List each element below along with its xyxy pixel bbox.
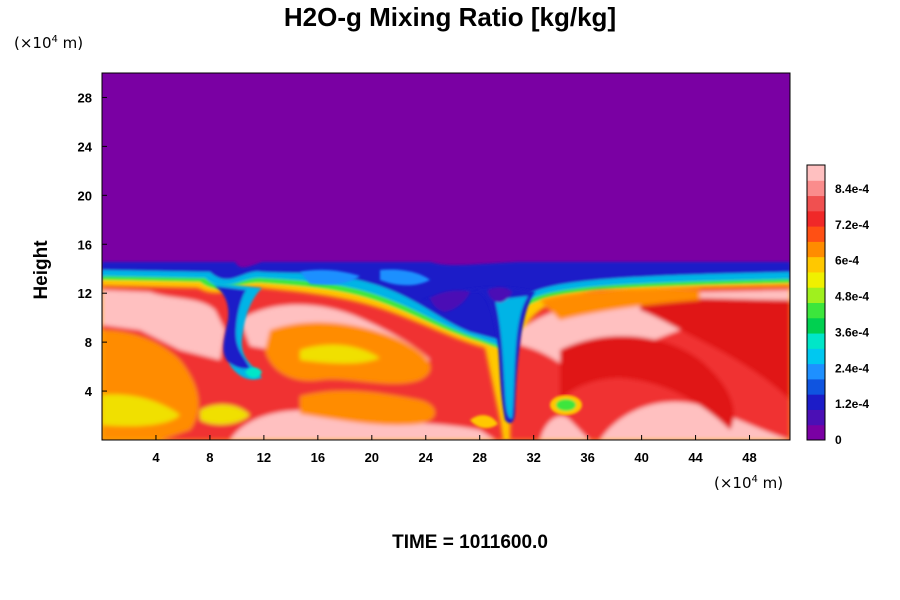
colorbar-swatch bbox=[807, 210, 825, 227]
colorbar-swatch bbox=[807, 409, 825, 426]
colorbar-label: 4.8e-4 bbox=[835, 290, 869, 304]
x-tick-label: 36 bbox=[580, 450, 594, 465]
colorbar-swatch bbox=[807, 302, 825, 319]
colorbar-swatch bbox=[807, 348, 825, 365]
y-tick-label: 28 bbox=[78, 90, 92, 105]
x-tick-label: 32 bbox=[526, 450, 540, 465]
colorbar-swatch bbox=[807, 256, 825, 273]
colorbar-label: 2.4e-4 bbox=[835, 361, 869, 375]
colorbar-swatch bbox=[807, 363, 825, 380]
x-tick-label: 16 bbox=[311, 450, 325, 465]
colorbar-label: 0 bbox=[835, 433, 842, 447]
x-tick-label: 24 bbox=[419, 450, 434, 465]
time-caption: TIME = 1011600.0 bbox=[392, 532, 548, 553]
y-unit-label: (×104 m) bbox=[14, 34, 84, 52]
x-axis: 4 8 12 16 20 24 28 32 36 40 44 48 bbox=[152, 435, 757, 465]
colorbar-label: 7.2e-4 bbox=[835, 218, 869, 232]
colorbar-label: 3.6e-4 bbox=[835, 325, 869, 339]
colorbar-swatch bbox=[807, 287, 825, 303]
colorbar-swatch bbox=[807, 271, 825, 288]
colorbar-swatch bbox=[807, 333, 825, 349]
mixing-ratio-field bbox=[102, 73, 790, 440]
eddy bbox=[550, 395, 582, 415]
colorbar-label: 1.2e-4 bbox=[835, 397, 869, 411]
y-tick-label: 12 bbox=[78, 286, 92, 301]
x-unit-label: (×104 m) bbox=[714, 474, 784, 492]
chart-title: H2O-g Mixing Ratio [kg/kg] bbox=[283, 2, 617, 32]
x-tick-label: 28 bbox=[472, 450, 486, 465]
lower-bands bbox=[245, 367, 498, 429]
colorbar-swatch bbox=[807, 165, 825, 181]
dry-intrusions bbox=[208, 269, 535, 424]
x-tick-label: 44 bbox=[688, 450, 703, 465]
colorbar-swatch bbox=[807, 195, 825, 212]
y-tick-label: 4 bbox=[85, 384, 93, 399]
colorbar-swatch bbox=[807, 424, 825, 441]
y-tick-label: 16 bbox=[78, 237, 92, 252]
colorbar-label: 6e-4 bbox=[835, 254, 859, 268]
x-tick-label: 48 bbox=[742, 450, 756, 465]
y-axis: 4 8 12 16 20 24 28 bbox=[78, 90, 107, 399]
colorbar-swatch bbox=[807, 226, 825, 242]
y-tick-label: 8 bbox=[85, 335, 92, 350]
colorbar: 0 1.2e-4 2.4e-4 3.6e-4 4.8e-4 6e-4 7.2e-4 8.4e-… bbox=[806, 164, 869, 447]
colorbar-swatch bbox=[807, 394, 825, 410]
x-tick-label: 4 bbox=[152, 450, 160, 465]
y-tick-label: 20 bbox=[78, 188, 92, 203]
x-tick-label: 40 bbox=[634, 450, 648, 465]
colorbar-swatch bbox=[807, 317, 825, 334]
colorbar-frame bbox=[806, 164, 826, 441]
colorbar-swatch bbox=[807, 241, 825, 258]
x-tick-label: 8 bbox=[206, 450, 213, 465]
colorbar-swatch bbox=[807, 180, 825, 197]
x-tick-label: 20 bbox=[365, 450, 379, 465]
colorbar-label: 8.4e-4 bbox=[835, 182, 869, 196]
plot-frame bbox=[101, 72, 791, 441]
x-tick-label: 12 bbox=[257, 450, 271, 465]
colorbar-swatch bbox=[807, 378, 825, 395]
y-tick-label: 24 bbox=[78, 139, 93, 154]
